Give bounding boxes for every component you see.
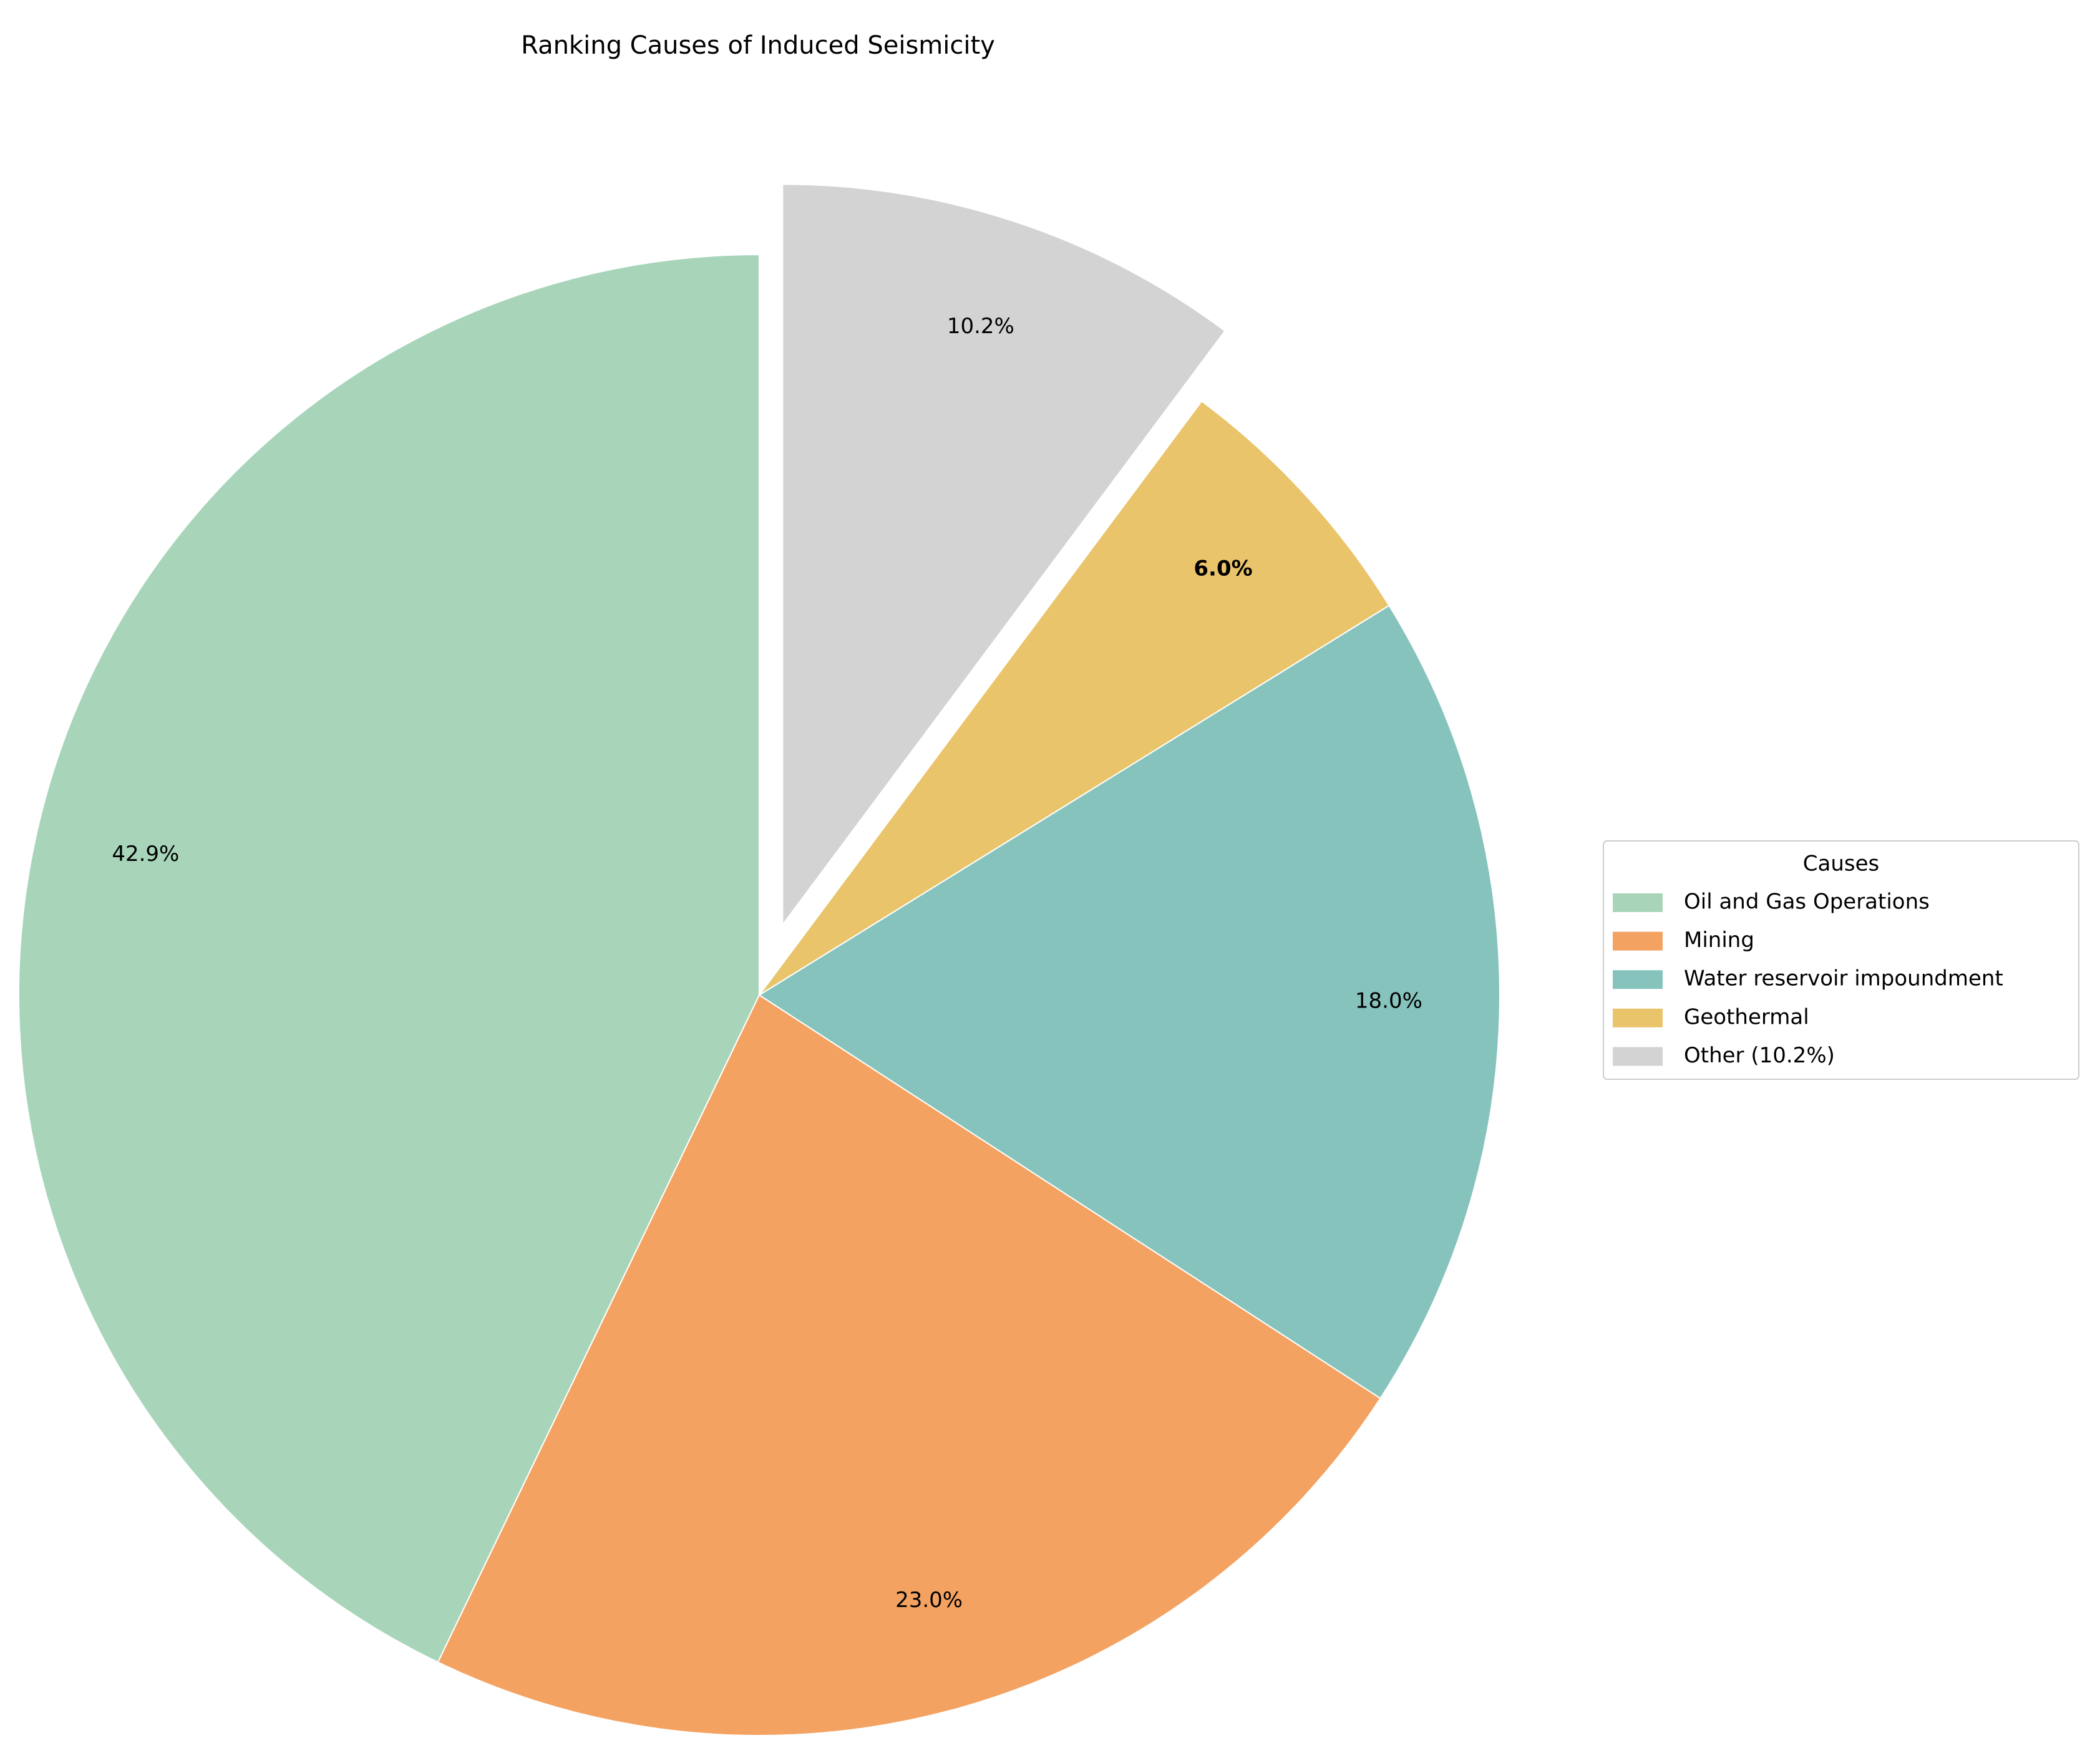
legend-swatch <box>1613 931 1663 951</box>
legend-label: Water reservoir impoundment <box>1684 966 2003 991</box>
legend-label: Oil and Gas Operations <box>1684 890 1930 915</box>
data-label: 18.0% <box>1355 989 1422 1014</box>
pie-slice <box>759 400 1390 996</box>
pie-slice <box>782 183 1226 927</box>
legend-swatch <box>1613 970 1663 989</box>
pie-slice <box>18 253 760 1663</box>
legend-title: Causes <box>1803 852 1879 877</box>
legend-label: Geothermal <box>1684 1004 1809 1029</box>
pie-slice <box>437 994 1381 1736</box>
data-label: 6.0% <box>1193 556 1252 581</box>
legend: Causes Oil and Gas Operations Mining Water… <box>1603 840 2079 1080</box>
legend-swatch <box>1613 893 1663 912</box>
legend-box <box>1603 840 2079 1080</box>
data-label: 10.2% <box>947 314 1014 339</box>
legend-swatch <box>1613 1008 1663 1027</box>
legend-label: Mining <box>1684 928 1754 953</box>
pie-slice <box>758 605 1501 1399</box>
pie: 42.9% 23.0% 18.0% 6.0% 10.2% <box>18 183 1501 1736</box>
data-label: 23.0% <box>895 1588 963 1613</box>
legend-swatch <box>1613 1047 1663 1066</box>
legend-label: Other (10.2%) <box>1684 1043 1835 1068</box>
chart-title: Ranking Causes of Induced Seismicity <box>521 31 995 60</box>
data-label: 42.9% <box>112 842 179 867</box>
